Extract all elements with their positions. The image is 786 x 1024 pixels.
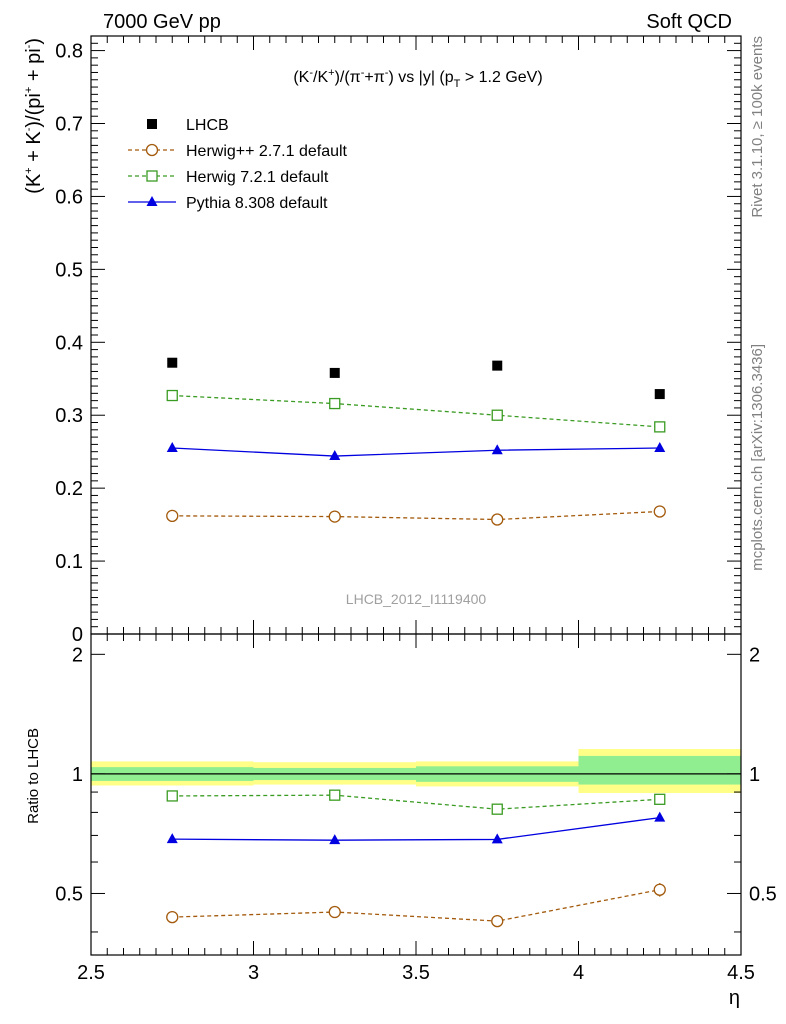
legend-item-herwig-7-2-1-default: Herwig 7.2.1 default <box>128 169 329 186</box>
main-lhcb-point <box>329 367 340 378</box>
legend-marker <box>146 170 158 182</box>
main-herwig-7-2-1-default-point <box>491 409 503 421</box>
ratio-y-tick-label-right: 0.5 <box>749 883 777 905</box>
ratio-panel: 2.5 3 3.5 4 4.5 0.5 0.5 1 1 2 2 <box>55 633 777 984</box>
main-herwig-2-7-1-default-point <box>328 510 341 523</box>
analysis-watermark: LHCB_2012_I1119400 <box>346 591 487 607</box>
ratio-herwig-7-2-1-default-point <box>329 789 341 801</box>
ratio-herwig-7-2-1-default-point <box>654 793 666 805</box>
legend-marker <box>145 143 159 157</box>
ratio-y-axis-label: Ratio to LHCB <box>25 728 42 824</box>
ratio-y-tick-label-left: 1 <box>72 764 83 786</box>
main-pythia-8-308-default-line <box>172 447 660 457</box>
main-herwig-2-7-1-default-point <box>653 505 666 518</box>
ratio-herwig-2-7-1-default-point <box>491 914 504 928</box>
main-panel: 0 0.1 0.2 0.3 0.4 0.5 0.6 0.7 0.8 <box>55 35 742 646</box>
main-pythia-8-308-default-point <box>166 442 178 453</box>
main-herwig-7-2-1-default-point <box>654 421 666 433</box>
main-lhcb-point <box>167 357 178 368</box>
main-pythia-8-308-default-point <box>654 442 666 453</box>
main-lhcb-point <box>492 360 503 371</box>
y-tick-label: 0.8 <box>55 41 83 63</box>
legend-item-pythia-8-308-default: Pythia 8.308 default <box>128 195 328 212</box>
ratio-pythia-8-308-default-point <box>491 833 503 844</box>
legend-marker <box>147 119 157 129</box>
legend-marker <box>146 196 158 206</box>
axes-frame <box>90 633 742 956</box>
ratio-pythia-8-308-default-point <box>654 811 666 822</box>
y-tick-label: 0.5 <box>55 259 83 281</box>
ratio-herwig-2-7-1-default-point <box>653 883 666 896</box>
main-lhcb-point <box>654 389 665 400</box>
legend: LHCB Herwig++ 2.7.1 default Herwig 7.2.1 d… <box>128 117 348 212</box>
main-herwig-7-2-1-default-point <box>166 389 178 402</box>
ratio-pythia-8-308-default-point <box>329 834 341 845</box>
rivet-version-label: Rivet 3.1.10, ≥ 100k events <box>749 36 766 218</box>
y-tick-label: 0.6 <box>55 186 83 208</box>
y-tick-label: 0 <box>72 624 83 646</box>
ratio-y-tick-label-right: 1 <box>749 764 760 786</box>
ratio-herwig-2-7-1-default-point <box>328 905 341 919</box>
legend-label: Pythia 8.308 default <box>186 195 328 212</box>
x-tick-label: 3.5 <box>402 962 430 984</box>
y-tick-label: 0.2 <box>55 478 83 500</box>
ratio-y-tick-label-right: 2 <box>749 644 760 666</box>
y-tick-label: 0.7 <box>55 114 83 136</box>
ratio-herwig-7-2-1-default-line <box>172 794 660 810</box>
plot-title: (K-/K+)/(π-+π-) vs |y| (pT > 1.2 GeV) <box>293 67 542 90</box>
main-herwig-7-2-1-default-line <box>172 394 660 428</box>
y-tick-label: 0.4 <box>55 332 83 354</box>
category-label: Soft QCD <box>646 11 732 33</box>
x-tick-label: 3 <box>248 962 259 984</box>
legend-label: Herwig 7.2.1 default <box>186 169 329 186</box>
ratio-y-tick-label-left: 2 <box>72 644 83 666</box>
ratio-herwig-7-2-1-default-point <box>491 803 503 815</box>
x-tick-label: 4 <box>573 962 584 984</box>
y-axis-label: (K+ + K-)/(pi+ + pi-) <box>23 38 45 194</box>
main-pythia-8-308-default-point <box>329 450 341 461</box>
main-herwig-7-2-1-default-point <box>329 397 341 410</box>
main-herwig-2-7-1-default-point <box>491 513 504 526</box>
x-axis-label: η <box>729 987 740 1009</box>
energy-label: 7000 GeV pp <box>103 11 221 33</box>
main-herwig-2-7-1-default-line <box>172 510 660 521</box>
ratio-herwig-2-7-1-default-point <box>166 910 179 924</box>
ratio-herwig-7-2-1-default-point <box>166 790 178 802</box>
ratio-y-tick-label-left: 0.5 <box>55 883 83 905</box>
legend-item-lhcb: LHCB <box>147 117 229 134</box>
legend-label: Herwig++ 2.7.1 default <box>186 143 348 160</box>
legend-label: LHCB <box>186 117 229 134</box>
ratio-pythia-8-308-default-point <box>166 833 178 844</box>
main-herwig-2-7-1-default-point <box>166 509 179 523</box>
uncertainty-band-inner <box>578 755 741 785</box>
ratio-herwig-2-7-1-default-line <box>172 889 660 922</box>
mcplots-label: mcplots.cern.ch [arXiv:1306.3436] <box>749 344 766 571</box>
ratio-pythia-8-308-default-line <box>172 816 660 841</box>
main-pythia-8-308-default-point <box>491 444 503 455</box>
x-tick-label: 4.5 <box>727 962 755 984</box>
x-tick-label: 2.5 <box>77 962 105 984</box>
legend-item-herwig-2-7-1-default: Herwig++ 2.7.1 default <box>128 143 348 160</box>
y-tick-label: 0.3 <box>55 405 83 427</box>
y-tick-label: 0.1 <box>55 551 83 573</box>
